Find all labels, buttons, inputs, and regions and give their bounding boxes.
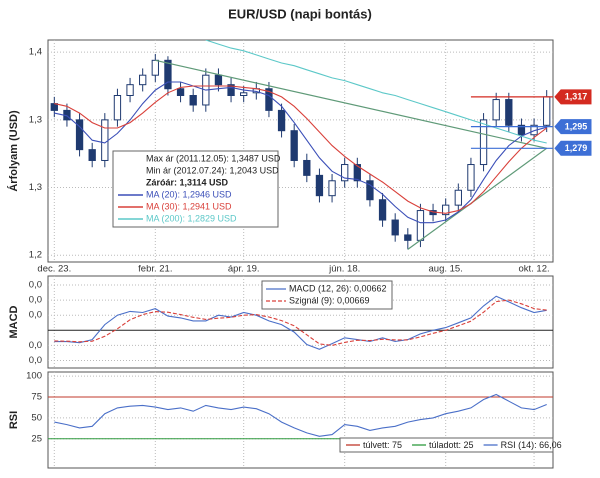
candle-body <box>265 88 273 111</box>
y-axis-title: MACD <box>8 305 20 338</box>
price-tag <box>554 140 592 156</box>
candle-body <box>404 234 412 241</box>
legend-box <box>261 280 393 310</box>
plot-area <box>47 371 554 469</box>
x-tick-label: ápr. 19. <box>228 264 260 275</box>
price-tag-label: 1,317 <box>565 92 588 102</box>
plot-layer <box>48 40 553 262</box>
candle-body <box>240 92 248 97</box>
candle-body <box>290 130 298 161</box>
y-tick-label: 1,3 <box>29 114 42 125</box>
legend-box <box>339 437 554 453</box>
info-text: Záróár: 1,3114 USD <box>146 177 229 187</box>
candle-body <box>139 74 147 86</box>
legend-label: RSI (14): 66,06 <box>501 440 562 450</box>
candle-body <box>442 204 450 216</box>
price-tag <box>554 89 592 105</box>
candle-body <box>416 210 425 241</box>
candle-body <box>543 96 551 126</box>
trendline <box>407 147 548 250</box>
candle-body <box>479 119 488 166</box>
candle-body <box>492 99 500 121</box>
y-tick-label: 0,0 <box>29 295 42 306</box>
legend-label: MA (30): 1,2941 USD <box>146 201 232 211</box>
x-tick-label: aug. 15. <box>429 264 463 275</box>
candle-body <box>303 159 311 176</box>
candle-body <box>88 149 96 161</box>
candle-body <box>164 59 172 90</box>
candle-body <box>467 164 475 191</box>
candle-body <box>176 88 185 96</box>
price-tag-label: 1,295 <box>565 122 588 132</box>
price-tag <box>554 119 592 135</box>
legend-label: Szignál (9): 0,00669 <box>289 295 370 305</box>
candle-body <box>341 164 349 182</box>
series-line <box>54 81 547 224</box>
price-tag-label: 1,279 <box>565 143 588 153</box>
candle-body <box>227 84 235 96</box>
x-tick-label: dec. 23. <box>37 264 71 275</box>
candle-body <box>505 99 513 126</box>
y-axis-title: RSI <box>8 411 20 429</box>
info-text: Min ár (2012.07.24): 1,2043 USD <box>146 165 279 175</box>
candle-body <box>378 199 387 221</box>
x-tick-label: febr. 21. <box>138 264 172 275</box>
y-tick-label: 1,2 <box>29 250 42 261</box>
series-line <box>54 295 547 350</box>
candle-body <box>391 219 399 236</box>
series-line <box>205 40 547 144</box>
legend-label: MA (20): 1,2946 USD <box>146 189 232 199</box>
y-tick-label: 1,3 <box>29 182 42 193</box>
legend-label: MACD (12, 26): 0,00662 <box>289 283 387 293</box>
y-tick-label: 0,0 <box>29 310 42 321</box>
legend-label: túlvett: 75 <box>363 440 402 450</box>
trendline <box>155 59 547 149</box>
series-line <box>54 393 547 437</box>
y-tick-label: 0,0 <box>29 280 42 291</box>
candle-body <box>189 95 197 106</box>
candle-body <box>277 109 286 132</box>
candle-body <box>113 95 122 121</box>
y-tick-label: 0,0 <box>29 355 42 366</box>
legend-label: túladott: 25 <box>429 440 474 450</box>
candle-body <box>353 164 361 182</box>
info-text: Max ár (2011.12.05): 1,3487 USD <box>146 153 281 163</box>
series-line <box>54 299 547 346</box>
y-tick-label: 0,0 <box>29 340 42 351</box>
candle-body <box>366 180 374 201</box>
candle-body <box>517 124 526 136</box>
x-tick-label: jún. 18. <box>328 264 360 275</box>
plot-layer <box>48 276 553 368</box>
legend-label: MA (200): 1,2829 USD <box>146 213 237 223</box>
y-tick-label: 75 <box>31 392 42 403</box>
y-tick-label: 50 <box>31 412 42 423</box>
y-axis-title: Árfolyam (USD) <box>7 110 20 192</box>
y-tick-label: 25 <box>31 433 42 444</box>
y-tick-label: 100 <box>26 371 42 382</box>
candle-body <box>454 189 462 206</box>
candle-body <box>151 59 159 76</box>
candle-body <box>214 74 223 86</box>
candle-body <box>328 180 336 197</box>
candle-body <box>126 84 134 96</box>
candle-body <box>101 119 109 161</box>
x-tick-label: okt. 12. <box>518 264 549 275</box>
series-line <box>54 85 548 214</box>
chart-title: EUR/USD (napi bontás) <box>228 6 372 21</box>
legend-box <box>112 150 279 228</box>
candle-body <box>75 119 84 151</box>
candle-body <box>315 174 324 197</box>
y-tick-label: 1,4 <box>29 47 42 58</box>
